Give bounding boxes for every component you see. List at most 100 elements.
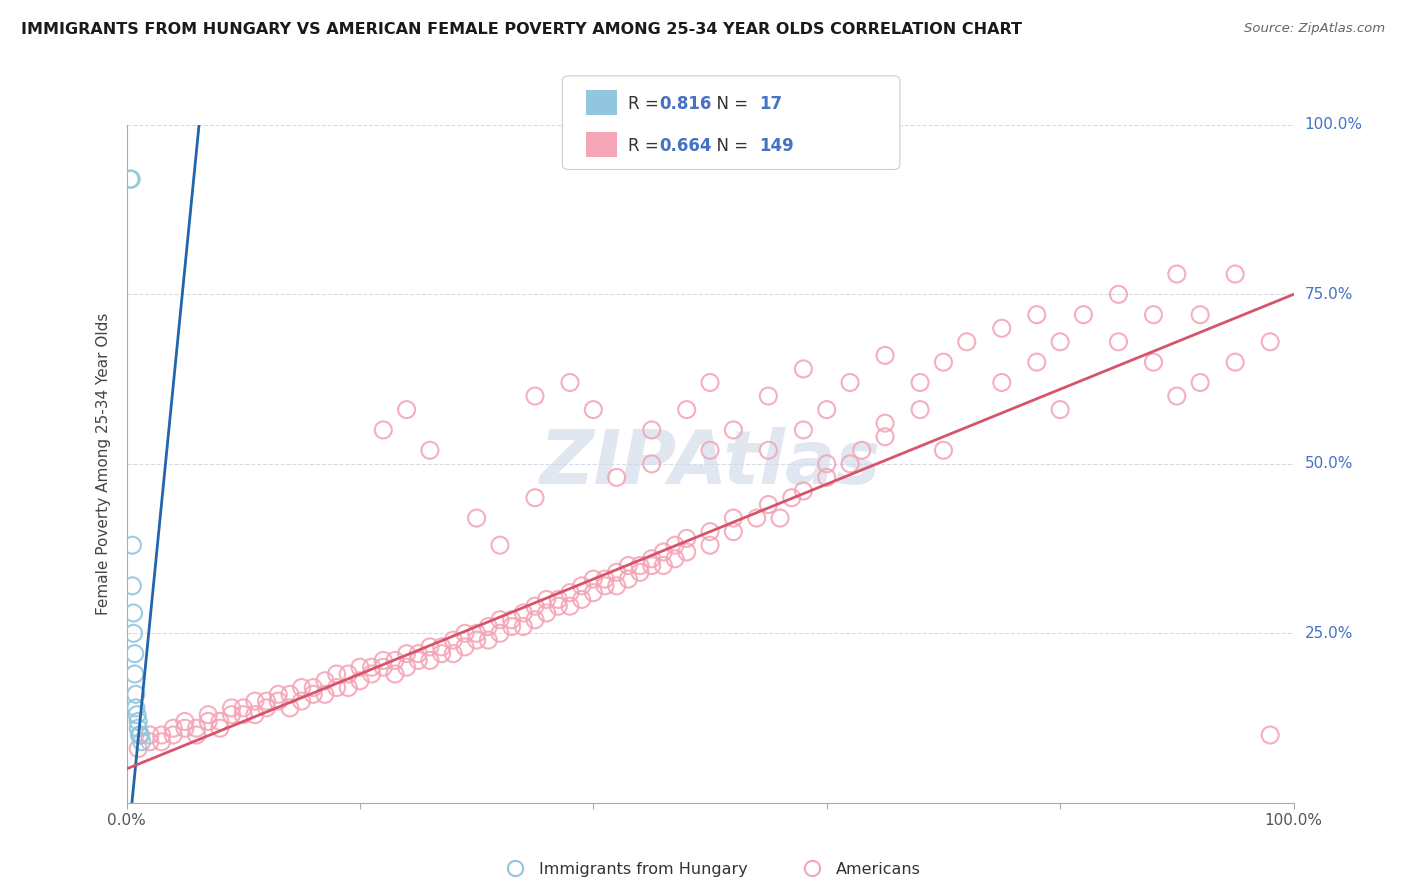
Point	[408, 647, 430, 661]
Point	[606, 566, 628, 580]
Point	[373, 660, 395, 674]
Point	[628, 558, 651, 573]
Point	[441, 647, 464, 661]
Point	[699, 443, 721, 458]
Point	[489, 613, 512, 627]
Point	[337, 667, 360, 681]
Point	[395, 660, 418, 674]
Point	[150, 735, 173, 749]
Point	[851, 443, 873, 458]
Text: 25.0%: 25.0%	[1305, 626, 1353, 640]
Point	[302, 687, 325, 701]
Point	[419, 443, 441, 458]
Point	[1142, 355, 1164, 369]
Point	[430, 640, 453, 654]
Point	[221, 707, 243, 722]
Point	[441, 633, 464, 648]
Point	[699, 538, 721, 552]
Point	[815, 470, 838, 484]
Point	[454, 640, 477, 654]
Point	[337, 681, 360, 695]
Point	[1108, 334, 1130, 349]
Point	[162, 728, 184, 742]
Point	[792, 423, 814, 437]
Point	[127, 741, 149, 756]
Text: IMMIGRANTS FROM HUNGARY VS AMERICAN FEMALE POVERTY AMONG 25-34 YEAR OLDS CORRELA: IMMIGRANTS FROM HUNGARY VS AMERICAN FEMA…	[21, 22, 1022, 37]
Point	[131, 735, 153, 749]
Point	[256, 694, 278, 708]
Text: N =: N =	[706, 95, 754, 113]
Point	[465, 511, 488, 525]
Text: Source: ZipAtlas.com: Source: ZipAtlas.com	[1244, 22, 1385, 36]
Point	[839, 457, 862, 471]
Point	[125, 701, 148, 715]
Point	[1025, 308, 1047, 322]
Point	[641, 457, 664, 471]
Point	[125, 707, 148, 722]
Point	[477, 619, 499, 633]
Point	[956, 334, 979, 349]
Point	[408, 653, 430, 667]
Point	[120, 172, 142, 186]
Point	[792, 483, 814, 498]
Point	[652, 545, 675, 559]
Point	[582, 585, 605, 599]
Point	[243, 694, 266, 708]
Point	[186, 728, 208, 742]
Point	[349, 673, 371, 688]
Point	[360, 667, 382, 681]
Text: 17: 17	[759, 95, 782, 113]
Text: 50.0%: 50.0%	[1305, 457, 1353, 471]
Point	[558, 585, 581, 599]
Point	[1166, 267, 1188, 281]
Point	[875, 416, 897, 430]
Point	[384, 653, 406, 667]
Point	[1189, 308, 1212, 322]
Text: R =: R =	[628, 137, 665, 155]
Point	[139, 735, 162, 749]
Point	[723, 511, 745, 525]
Point	[1189, 376, 1212, 390]
Point	[419, 653, 441, 667]
Point	[150, 728, 173, 742]
Point	[1258, 728, 1281, 742]
Point	[267, 694, 290, 708]
Point	[641, 558, 664, 573]
Point	[617, 558, 640, 573]
Point	[162, 721, 184, 735]
Point	[1025, 355, 1047, 369]
Point	[1223, 355, 1246, 369]
Point	[373, 653, 395, 667]
Point	[128, 728, 150, 742]
Point	[536, 606, 558, 620]
Point	[122, 606, 145, 620]
Point	[745, 511, 768, 525]
Point	[278, 687, 301, 701]
Point	[208, 714, 231, 729]
Point	[314, 687, 336, 701]
Point	[523, 491, 546, 505]
Point	[121, 579, 143, 593]
Point	[430, 647, 453, 661]
Point	[875, 430, 897, 444]
Text: 0.816: 0.816	[659, 95, 711, 113]
Point	[756, 443, 779, 458]
Point	[127, 721, 149, 735]
Point	[314, 673, 336, 688]
Text: 100.0%: 100.0%	[1305, 118, 1362, 132]
Point	[571, 592, 593, 607]
Legend: Immigrants from Hungary, Americans: Immigrants from Hungary, Americans	[494, 855, 927, 883]
Point	[756, 389, 779, 403]
Point	[419, 640, 441, 654]
Point	[360, 660, 382, 674]
Point	[582, 402, 605, 417]
Point	[174, 714, 197, 729]
Point	[675, 545, 697, 559]
Point	[186, 721, 208, 735]
Point	[454, 626, 477, 640]
Point	[395, 402, 418, 417]
Point	[606, 470, 628, 484]
Point	[125, 687, 148, 701]
Point	[547, 599, 569, 614]
Point	[652, 558, 675, 573]
